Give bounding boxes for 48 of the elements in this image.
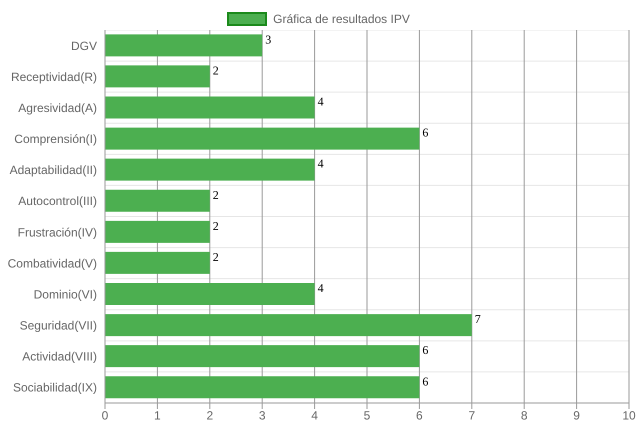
x-tick-label: 5: [364, 408, 371, 423]
data-label: 6: [422, 374, 428, 388]
bar: [105, 314, 472, 336]
data-label: 2: [212, 218, 219, 233]
bar: [105, 376, 420, 398]
data-label: 2: [212, 188, 219, 202]
bar: [105, 190, 210, 212]
bar: [105, 128, 420, 150]
legend-label: Gráfica de resultados IPV: [273, 12, 410, 26]
y-tick-label: Frustración(IV): [18, 225, 97, 240]
bar: [105, 345, 420, 368]
data-label: 6: [422, 343, 428, 358]
data-label: 6: [422, 126, 428, 140]
y-tick-label: Autocontrol(III): [18, 194, 97, 208]
data-label: 4: [318, 94, 324, 109]
y-tick-label: Agresividad(A): [18, 100, 97, 115]
x-tick-label: 6: [416, 408, 424, 423]
y-tick-label: Combatividad(V): [8, 256, 97, 270]
x-tick-label: 10: [622, 408, 636, 423]
bar: [105, 65, 210, 88]
y-tick-label: Actividad(VIII): [22, 350, 97, 364]
y-tick-label: Sociabilidad(IX): [12, 380, 97, 395]
bar: [105, 220, 210, 243]
bar: [105, 252, 210, 274]
y-tick-label: Adaptabilidad(II): [10, 163, 97, 178]
bar: [105, 96, 315, 119]
y-tick-label: Receptividad(R): [10, 70, 97, 84]
data-label: 2: [212, 250, 219, 264]
bar: [105, 34, 262, 56]
data-label: 3: [265, 32, 272, 46]
y-tick-label: Dominio(VI): [34, 287, 97, 302]
x-tick-label: 7: [468, 408, 476, 423]
data-label: 7: [474, 312, 481, 326]
y-tick-label: Seguridad(VII): [20, 318, 97, 333]
bar: [105, 283, 315, 306]
data-label: 4: [318, 281, 324, 296]
data-label: 2: [212, 63, 219, 78]
data-label: 4: [318, 156, 324, 171]
y-tick-label: DGV: [70, 38, 97, 53]
x-tick-label: 9: [573, 408, 580, 423]
bar: [105, 158, 315, 181]
x-tick-label: 3: [258, 408, 266, 423]
x-tick-label: 0: [102, 408, 109, 423]
x-tick-label: 2: [206, 408, 214, 423]
x-tick-label: 8: [520, 408, 528, 423]
x-tick-label: 4: [311, 408, 318, 423]
y-tick-label: Comprensión(I): [14, 132, 97, 146]
x-tick-label: 1: [154, 408, 162, 423]
